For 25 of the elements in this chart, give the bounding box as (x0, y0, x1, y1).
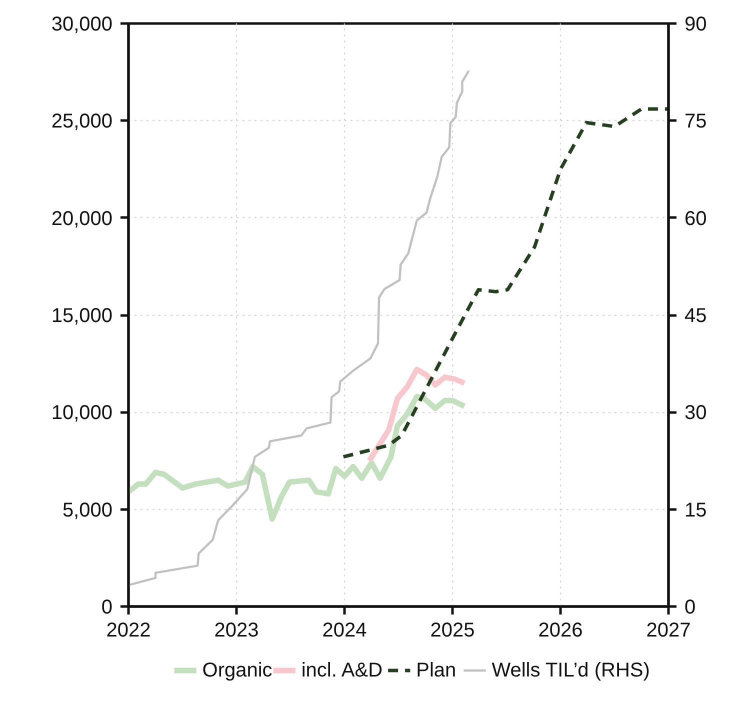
y2-tick-label: 90 (684, 14, 707, 36)
x-tick-label: 2025 (430, 620, 475, 642)
y-tick-label: 25,000 (51, 110, 112, 133)
y2-tick-label: 30 (684, 402, 707, 424)
y-tick-label: 15,000 (51, 305, 112, 327)
x-tick-label: 2024 (322, 620, 367, 642)
legend-label: Organic (202, 660, 272, 682)
y-tick-label: 0 (101, 596, 112, 618)
x-tick-label: 2026 (538, 620, 583, 642)
y-tick-label: 5,000 (62, 499, 113, 522)
y2-tick-label: 15 (684, 499, 707, 522)
line-series (342, 107, 668, 459)
legend-label: Plan (416, 660, 456, 682)
y2-tick-label: 45 (684, 305, 707, 327)
x-tick-label: 2027 (646, 620, 691, 642)
y2-tick-label: 75 (684, 110, 707, 133)
legend-label: Wells TIL’d (RHS) (492, 660, 650, 682)
y-tick-label: 30,000 (51, 14, 112, 36)
y-tick-label: 10,000 (51, 402, 112, 424)
legend-label: incl. A&D (301, 660, 383, 682)
y-tick-label: 20,000 (51, 208, 112, 230)
y2-tick-label: 0 (684, 596, 696, 618)
x-tick-label: 2022 (106, 620, 151, 642)
y2-tick-label: 60 (684, 208, 707, 230)
x-tick-label: 2023 (214, 620, 259, 642)
